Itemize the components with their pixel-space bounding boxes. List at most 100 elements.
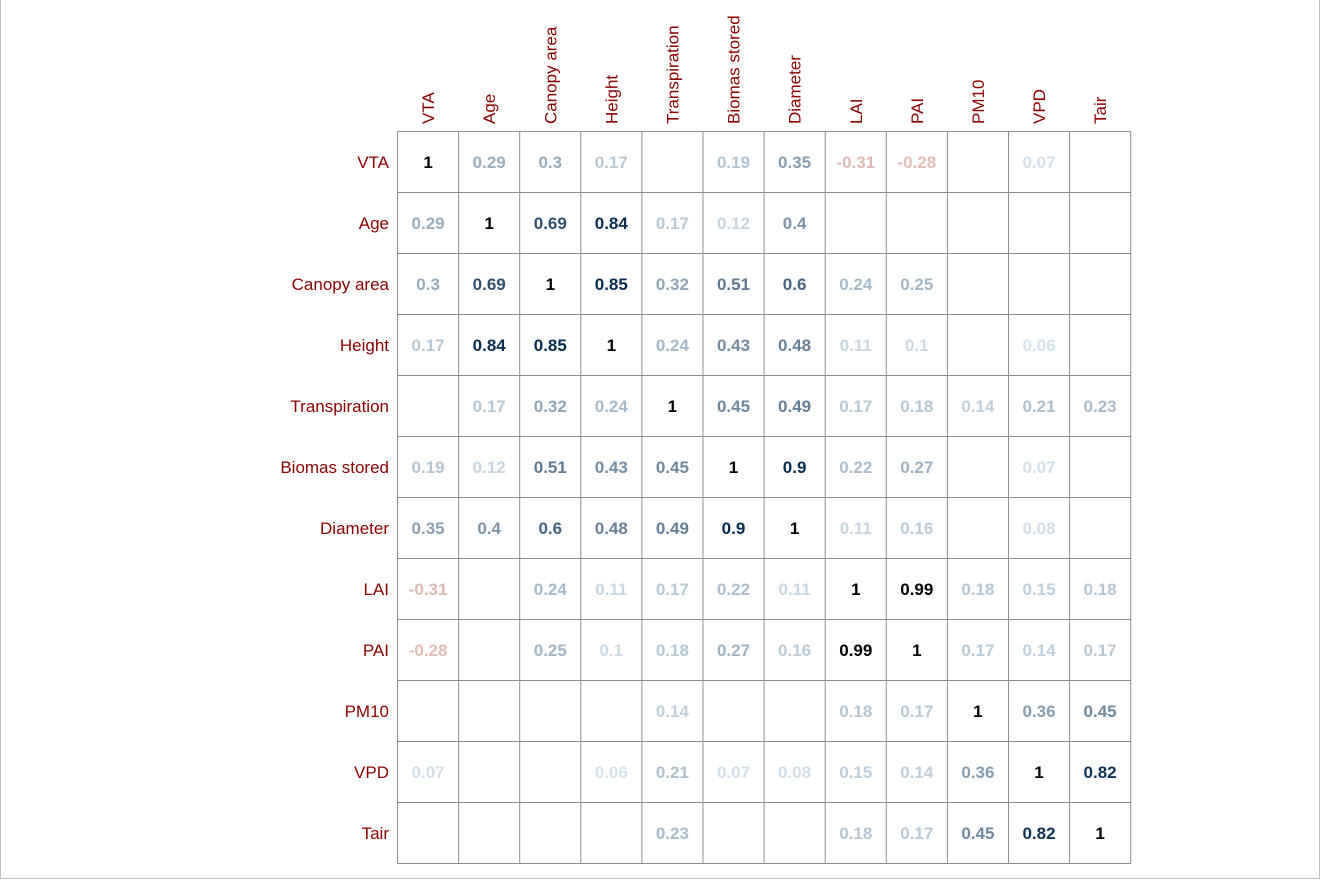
row-label: Biomas stored [280,458,389,477]
cell-value: 1 [668,397,677,416]
cell-value: 0.51 [717,275,750,294]
cell-value: 0.69 [473,275,506,294]
cell-value: 0.17 [900,702,933,721]
cell-value: 0.36 [1022,702,1055,721]
column-label: PAI [908,98,927,124]
row-label: PM10 [345,702,389,721]
cell-value: 0.99 [900,580,933,599]
row-label: Age [359,214,389,233]
cell-value: 0.07 [412,763,445,782]
cell-value: 0.16 [900,519,933,538]
cell-value: 0.17 [839,397,872,416]
cell-value: 0.08 [778,763,811,782]
cell-value: 0.18 [900,397,933,416]
cell-value: 0.12 [473,458,506,477]
cell-value: 0.08 [1022,519,1055,538]
cell-value: 0.24 [534,580,568,599]
cell-value: 0.1 [905,336,929,355]
cell-value: 0.35 [778,153,811,172]
cell-value: 0.32 [656,275,689,294]
cell-value: 0.24 [839,275,873,294]
cell-value: 0.3 [416,275,440,294]
cell-value: 0.69 [534,214,567,233]
cell-value: 0.6 [538,519,562,538]
cell-value: 0.84 [473,336,507,355]
cell-value: 0.22 [839,458,872,477]
cell-value: 0.43 [595,458,628,477]
cell-value: 0.06 [1022,336,1055,355]
cell-value: 0.14 [900,763,934,782]
cell-value: 0.84 [595,214,629,233]
cell-value: 0.14 [961,397,995,416]
cell-value: 0.35 [412,519,445,538]
cell-value: 1 [484,214,493,233]
row-label: Diameter [320,519,389,538]
cell-value: 0.11 [595,580,627,599]
row-label: Tair [362,824,390,843]
cell-value: 0.16 [778,641,811,660]
cell-value: 0.49 [778,397,811,416]
cell-value: 0.18 [839,702,872,721]
cell-value: 0.15 [839,763,872,782]
column-label: Canopy area [541,26,560,124]
cell-value: 0.17 [595,153,628,172]
column-label: Transpiration [663,25,682,124]
cell-value: 0.18 [656,641,689,660]
column-label: Biomas stored [725,15,744,124]
column-label: Tair [1091,96,1110,124]
cell-value: -0.28 [897,153,936,172]
cell-value: 0.25 [534,641,567,660]
cell-value: 0.51 [534,458,567,477]
cell-value: 0.25 [900,275,933,294]
column-label: VPD [1030,89,1049,124]
cell-value: 0.11 [840,336,872,355]
cell-value: 1 [729,458,738,477]
cell-value: 0.07 [717,763,750,782]
cell-value: 0.17 [473,397,506,416]
row-label: VPD [354,763,389,782]
cell-value: 0.17 [1084,641,1117,660]
column-label: Age [480,94,499,124]
cell-value: 0.15 [1022,580,1055,599]
cell-value: 0.27 [900,458,933,477]
cell-value: 0.82 [1022,824,1055,843]
column-label: Diameter [786,55,805,124]
cell-value: 0.23 [1084,397,1117,416]
row-label: Canopy area [292,275,390,294]
cell-value: 0.11 [779,580,811,599]
cell-value: 0.48 [595,519,628,538]
cell-value: 0.1 [599,641,623,660]
cell-value: 0.21 [656,763,689,782]
cell-value: 0.45 [1084,702,1117,721]
cell-value: 0.07 [1022,458,1055,477]
cell-value: 0.18 [1084,580,1117,599]
cell-value: 0.45 [717,397,750,416]
cell-value: 0.07 [1022,153,1055,172]
column-label: PM10 [969,80,988,124]
cell-value: 1 [973,702,982,721]
cell-value: 0.9 [722,519,746,538]
cell-value: 1 [607,336,616,355]
column-label: LAI [847,98,866,124]
cell-value: 0.17 [412,336,445,355]
cell-value: 1 [1095,824,1104,843]
cell-value: 0.18 [961,580,994,599]
cell-value: -0.31 [409,580,448,599]
column-label: VTA [419,92,438,124]
cell-value: 0.43 [717,336,750,355]
cell-value: 0.14 [1022,641,1056,660]
cell-value: 1 [1034,763,1043,782]
cell-value: 0.99 [839,641,872,660]
cell-value: 0.12 [717,214,750,233]
cell-value: 0.82 [1084,763,1117,782]
column-label: Height [602,75,621,124]
cell-value: -0.31 [836,153,875,172]
cell-value: 0.24 [656,336,690,355]
cell-value: 0.85 [595,275,628,294]
cell-value: 0.45 [656,458,689,477]
cell-value: 0.19 [412,458,445,477]
cell-value: 0.32 [534,397,567,416]
cell-value: 0.06 [595,763,628,782]
cell-value: 0.6 [783,275,807,294]
